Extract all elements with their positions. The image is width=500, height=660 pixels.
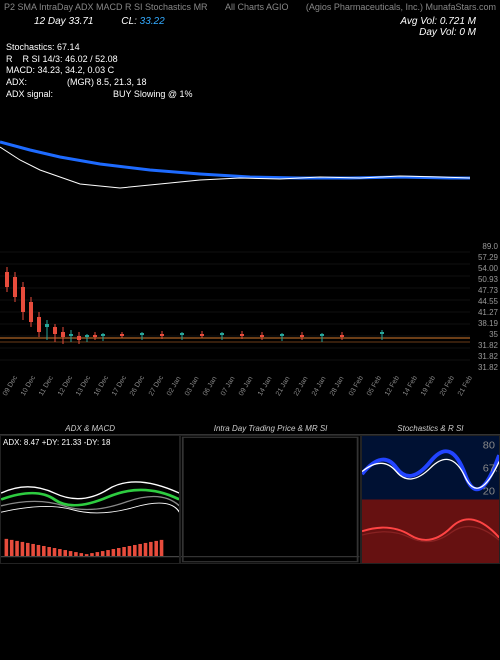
rsi-label: R SI 14/3: — [23, 54, 63, 64]
header-title-suffix: All Charts AGIO — [225, 2, 289, 12]
y-axis-label: 31.82 — [478, 352, 498, 361]
period-label: 12 Day — [34, 16, 66, 27]
y-axis-label: 31.82 — [478, 341, 498, 350]
stoch-value: 67.14 — [57, 42, 80, 52]
day-vol-value: 0 M — [459, 27, 476, 38]
header-subtitle: (Agios Pharmaceuticals, Inc.) MunafaStar… — [306, 2, 496, 12]
y-axis-label: 50.93 — [478, 275, 498, 284]
indicator-info-block: Stochastics: 67.14 R R SI 14/3: 46.02 / … — [0, 40, 500, 102]
bottom-panels-row: ADX & MACD ADX: 8.47 +DY: 21.33 -DY: 18 … — [0, 434, 500, 564]
top-line-chart — [0, 102, 500, 242]
macd-label: MACD: — [6, 65, 35, 75]
stoch-rsi-panel: Stochastics & R SI 8067.1420 — [361, 435, 500, 564]
day-vol-label: Day Vol: — [419, 27, 456, 38]
avg-vol-value: 0.721 M — [440, 16, 476, 27]
stoch-label: Stochastics: — [6, 42, 55, 52]
y-axis-label: 38.19 — [478, 319, 498, 328]
intra-panel-title: Intra Day Trading Price & MR SI — [214, 424, 328, 433]
y-axis-label: 89.0 — [482, 242, 498, 251]
y-axis-label: 41.27 — [478, 308, 498, 317]
y-axis-label: 54.00 — [478, 264, 498, 273]
stoch-panel-title: Stochastics & R SI — [397, 424, 463, 433]
candle-x-axis: 09 Dec10 Dec11 Dec12 Dec13 Dec16 Dec17 D… — [0, 392, 500, 422]
adx-macd-panel: ADX & MACD ADX: 8.47 +DY: 21.33 -DY: 18 — [0, 435, 180, 564]
y-axis-label: 31.82 — [478, 363, 498, 372]
y-axis-label: 35 — [489, 330, 498, 339]
intraday-panel: Intra Day Trading Price & MR SI — [180, 435, 360, 564]
rsi-value: 46.02 / 52.08 — [65, 54, 118, 64]
adx-panel-title: ADX & MACD — [65, 424, 115, 433]
svg-text:20: 20 — [483, 486, 495, 498]
candlestick-chart: 89.0 57.29 54.00 50.93 47.73 44.55 41.27 38.19 3… — [0, 242, 500, 392]
adx-label: ADX: — [6, 77, 27, 87]
adx-value-suffix: (MGR) 8.5, 21.3, 18 — [67, 77, 147, 87]
candle-y-axis: 89.0 57.29 54.00 50.93 47.73 44.55 41.27 38.19 3… — [470, 242, 500, 372]
header-tags: P2 SMA IntraDay ADX MACD R SI Stochastic… — [4, 2, 208, 12]
adx-signal-value: BUY Slowing @ 1% — [113, 89, 193, 99]
macd-value: 34.23, 34.2, 0.03 C — [38, 65, 115, 75]
cl-label: CL — [121, 16, 134, 27]
avg-vol-label: Avg Vol: — [400, 16, 437, 27]
y-axis-label: 57.29 — [478, 253, 498, 262]
period-value: 33.71 — [68, 16, 93, 27]
svg-text:67.14: 67.14 — [483, 463, 499, 475]
svg-text:80: 80 — [483, 440, 495, 452]
y-axis-label: 47.73 — [478, 286, 498, 295]
header-tags-row: P2 SMA IntraDay ADX MACD R SI Stochastic… — [0, 0, 500, 14]
y-axis-label: 44.55 — [478, 297, 498, 306]
cl-value: 33.22 — [140, 16, 165, 27]
adx-values-label: ADX: 8.47 +DY: 21.33 -DY: 18 — [3, 438, 110, 447]
adx-signal-label: ADX signal: — [6, 89, 53, 99]
header-values-row: 12 Day 33.71 CL: 33.22 Avg Vol: 0.721 M … — [0, 14, 500, 40]
